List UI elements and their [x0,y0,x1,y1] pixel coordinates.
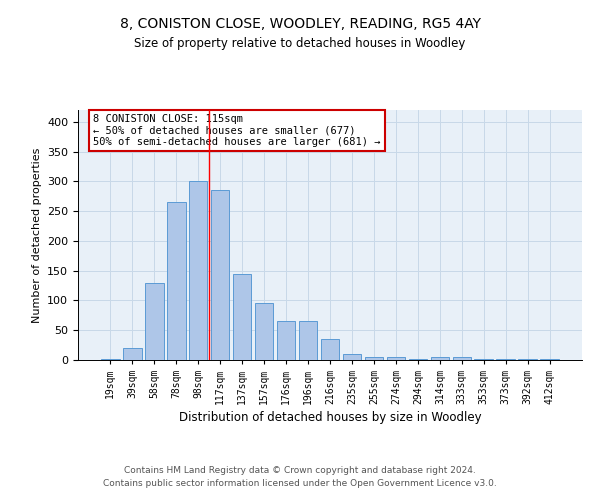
Bar [386,357,405,360]
Bar [320,339,340,360]
Bar [101,359,119,360]
Y-axis label: Number of detached properties: Number of detached properties [32,148,41,322]
Bar [145,282,164,360]
Bar [299,322,317,360]
Bar [452,357,471,360]
Text: Contains HM Land Registry data © Crown copyright and database right 2024.
Contai: Contains HM Land Registry data © Crown c… [103,466,497,487]
Bar [123,348,142,360]
Text: 8, CONISTON CLOSE, WOODLEY, READING, RG5 4AY: 8, CONISTON CLOSE, WOODLEY, READING, RG5… [119,18,481,32]
Bar [343,354,361,360]
X-axis label: Distribution of detached houses by size in Woodley: Distribution of detached houses by size … [179,411,481,424]
Text: Size of property relative to detached houses in Woodley: Size of property relative to detached ho… [134,38,466,51]
Text: 8 CONISTON CLOSE: 115sqm
← 50% of detached houses are smaller (677)
50% of semi-: 8 CONISTON CLOSE: 115sqm ← 50% of detach… [93,114,380,147]
Bar [255,304,274,360]
Bar [167,202,185,360]
Bar [189,182,208,360]
Bar [365,357,383,360]
Bar [211,190,229,360]
Bar [233,274,251,360]
Bar [277,322,295,360]
Bar [431,357,449,360]
Bar [541,359,559,360]
